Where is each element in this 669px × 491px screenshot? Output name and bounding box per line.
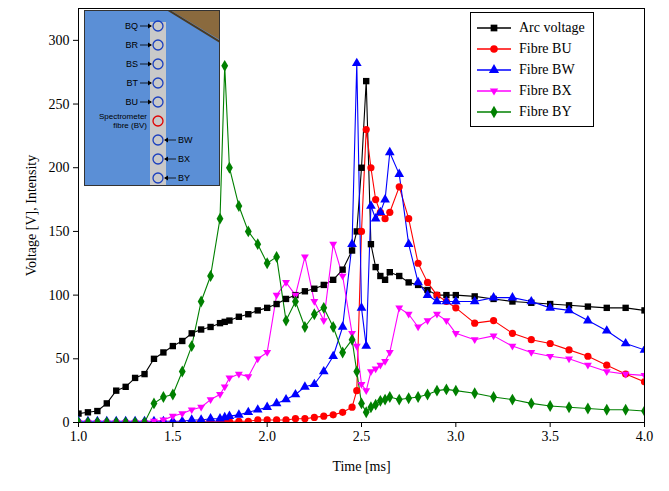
svg-text:BS: BS [126,59,138,69]
svg-text:1.5: 1.5 [164,429,182,444]
svg-text:0: 0 [63,415,70,430]
svg-text:200: 200 [49,160,70,175]
html-text:Arc voltage: Arc voltage [519,19,585,35]
svg-text:2.0: 2.0 [258,429,276,444]
svg-text:Spectrometer: Spectrometer [99,112,147,121]
svg-text:150: 150 [49,224,70,239]
html-text:Fibre BX: Fibre BX [519,82,572,98]
svg-text:Voltage [V], Intensity: Voltage [V], Intensity [24,155,39,276]
svg-text:BY: BY [178,173,190,183]
svg-text:100: 100 [49,288,70,303]
svg-text:1.0: 1.0 [70,429,88,444]
svg-text:BT: BT [126,78,138,88]
svg-text:BW: BW [178,135,193,145]
svg-text:300: 300 [49,33,70,48]
svg-text:2.5: 2.5 [353,429,371,444]
svg-text:BR: BR [125,40,138,50]
svg-text:BX: BX [178,154,190,164]
html-text:Fibre BU: Fibre BU [519,40,572,56]
svg-text:4.0: 4.0 [636,429,654,444]
svg-text:250: 250 [49,97,70,112]
svg-text:fibre (BV): fibre (BV) [113,121,147,130]
svg-text:50: 50 [56,351,70,366]
svg-text:3.0: 3.0 [447,429,465,444]
svg-text:Time [ms]: Time [ms] [332,459,390,474]
html-text:Fibre BY: Fibre BY [519,103,572,119]
svg-text:BU: BU [125,97,138,107]
html-text:Fibre BW: Fibre BW [519,61,575,77]
svg-text:3.5: 3.5 [541,429,559,444]
svg-text:BQ: BQ [125,21,138,31]
